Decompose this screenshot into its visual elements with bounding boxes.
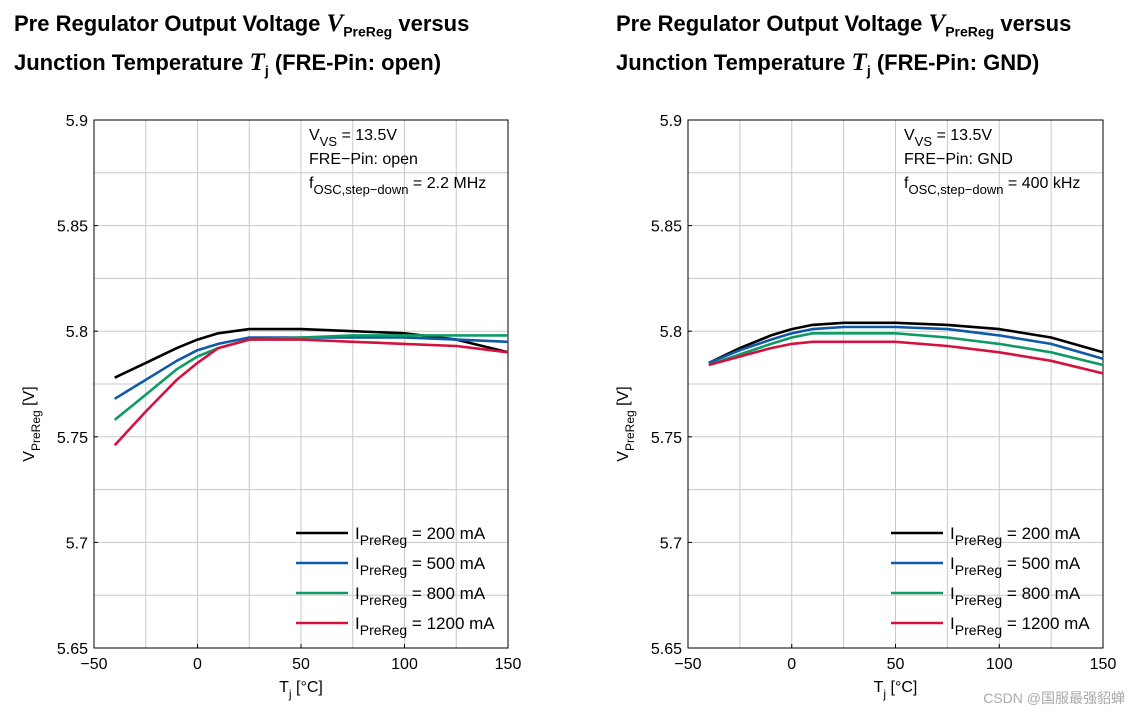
chart-2-series-500-ma-line xyxy=(708,325,1104,365)
chart-2-series-800-ma-line xyxy=(708,331,1104,367)
chart-2-y-tick-label: 5.7 xyxy=(660,535,682,552)
chart-1-title-line-1: Pre Regulator Output Voltage VPreReg ver… xyxy=(14,10,470,40)
chart-2-annotation: VVS = 13.5V xyxy=(904,127,992,149)
chart-2: −50 0 50 100 150 5.65 5.7 5.75 5.8 5.85 5.9 Tj [°C]… xyxy=(615,113,1116,701)
chart-1-legend-label: IPreReg = 1200 mA xyxy=(355,614,495,638)
chart-1-x-tick-label: 50 xyxy=(292,656,310,673)
chart-2-legend-label: IPreReg = 1200 mA xyxy=(950,614,1090,638)
chart-1-legend-label: IPreReg = 500 mA xyxy=(355,554,486,578)
chart-2-x-tick-label: 150 xyxy=(1090,656,1117,673)
chart-1-y-tick-label: 5.9 xyxy=(66,113,88,130)
chart-2-legend-label: IPreReg = 800 mA xyxy=(950,584,1081,608)
chart-2-y-tick-label: 5.85 xyxy=(651,219,682,236)
chart-1-annotation: FRE−Pin: open xyxy=(309,151,418,168)
chart-1-x-tick-label: 0 xyxy=(193,656,202,673)
chart-1-legend-label: IPreReg = 200 mA xyxy=(355,524,486,548)
chart-1-title: Pre Regulator Output Voltage VPreReg ver… xyxy=(14,8,469,87)
chart-2-title-line-2: Junction Temperature Tj (FRE-Pin: GND) xyxy=(616,49,1040,79)
chart-2-y-tick-label: 5.75 xyxy=(651,430,682,447)
chart-1-x-tick-label: 100 xyxy=(391,656,418,673)
chart-2-series-200-ma-line xyxy=(708,321,1104,365)
chart-1-y-tick-label: 5.8 xyxy=(66,324,88,341)
chart-2-y-axis-label: VPreReg [V] xyxy=(615,386,637,461)
chart-1-y-tick-label: 5.85 xyxy=(57,219,88,236)
chart-1-annotation: fOSC,step−down = 2.2 MHz xyxy=(309,175,486,197)
chart-1-y-axis-label: VPreReg [V] xyxy=(21,386,43,461)
chart-1-x-axis-label: Tj [°C] xyxy=(279,679,323,701)
chart-2-title: Pre Regulator Output Voltage VPreReg ver… xyxy=(616,8,1071,87)
watermark: CSDN @国服最强貂蝉 xyxy=(983,690,1125,706)
chart-1-y-tick-label: 5.65 xyxy=(57,641,88,658)
chart-2-y-tick-label: 5.9 xyxy=(660,113,682,130)
chart-1-x-tick-label: 150 xyxy=(495,656,522,673)
chart-2-legend-label: IPreReg = 500 mA xyxy=(950,554,1081,578)
chart-2-series-1200-ma-line xyxy=(708,340,1104,375)
chart-1: −50 0 50 100 150 5.65 5.7 5.75 5.8 5.85 5.9 Tj [°C]… xyxy=(21,113,521,701)
chart-2-x-axis-label: Tj [°C] xyxy=(874,679,918,701)
chart-1-series-800-ma-line xyxy=(113,334,508,421)
chart-2-x-tick-label: −50 xyxy=(674,656,701,673)
chart-1-legend-label: IPreReg = 800 mA xyxy=(355,584,486,608)
chart-2-title-line-1: Pre Regulator Output Voltage VPreReg ver… xyxy=(616,10,1072,40)
chart-2-annotation: FRE−Pin: GND xyxy=(904,151,1013,168)
chart-2-x-tick-label: 0 xyxy=(787,656,796,673)
chart-1-x-tick-label: −50 xyxy=(80,656,107,673)
chart-2-legend-label: IPreReg = 200 mA xyxy=(950,524,1081,548)
chart-1-series-500-ma-line xyxy=(114,336,509,400)
chart-2-x-tick-label: 100 xyxy=(986,656,1013,673)
chart-1-series-1200-ma-line xyxy=(113,338,509,447)
chart-2-x-tick-label: 50 xyxy=(887,656,905,673)
chart-2-annotation: fOSC,step−down = 400 kHz xyxy=(904,175,1080,197)
chart-1-annotation: VVS = 13.5V xyxy=(309,127,397,149)
chart-1-title-line-2: Junction Temperature Tj (FRE-Pin: open) xyxy=(14,49,442,79)
chart-2-y-tick-label: 5.8 xyxy=(660,324,682,341)
chart-2-legend: IPreReg = 200 mA IPreReg = 500 mA IPreReg … xyxy=(891,524,1090,638)
chart-1-y-tick-label: 5.7 xyxy=(66,535,88,552)
chart-1-y-tick-label: 5.75 xyxy=(57,430,88,447)
chart-1-legend: IPreReg = 200 mA IPreReg = 500 mA IPreReg … xyxy=(296,524,495,638)
chart-2-y-tick-label: 5.65 xyxy=(651,641,682,658)
